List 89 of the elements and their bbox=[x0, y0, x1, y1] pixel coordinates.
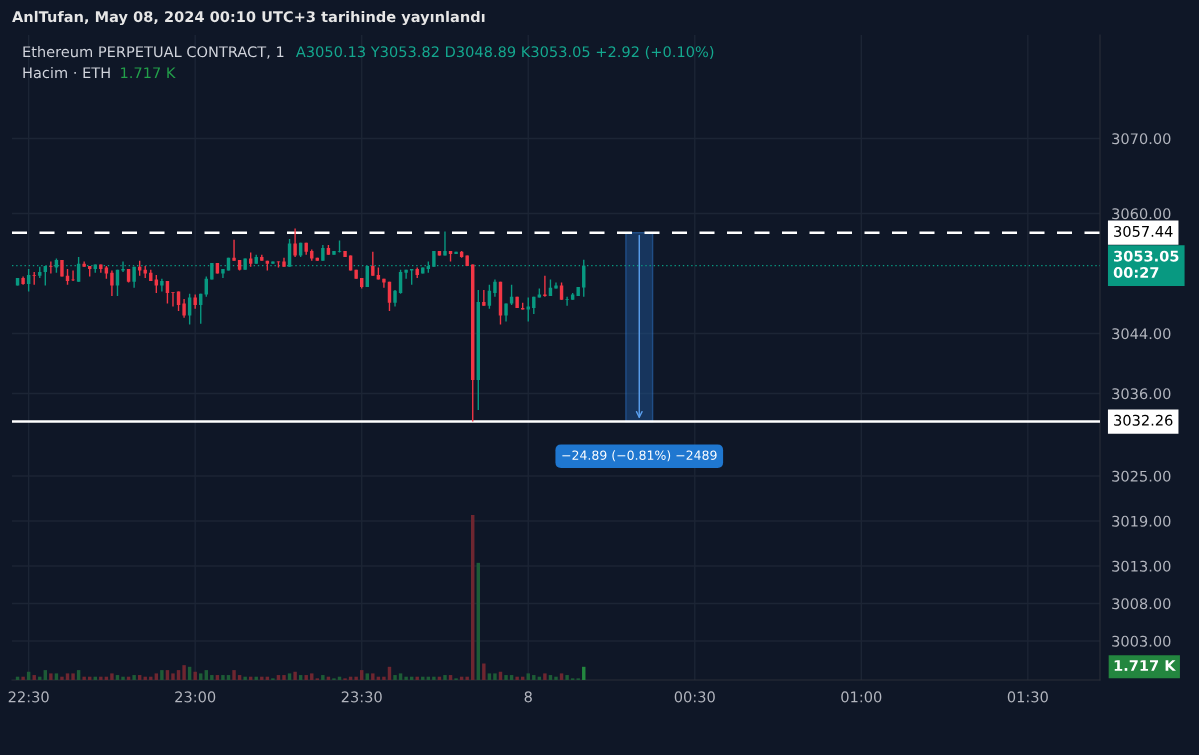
x-tick-label: 01:30 bbox=[1007, 691, 1048, 703]
bar bbox=[154, 673, 159, 680]
bar bbox=[404, 676, 408, 680]
text: 1.717 K bbox=[121, 67, 176, 79]
candlestick bbox=[404, 269, 408, 280]
bar bbox=[65, 673, 70, 680]
bar bbox=[559, 673, 564, 680]
bar bbox=[371, 673, 375, 680]
bar bbox=[82, 676, 86, 680]
bar bbox=[160, 670, 164, 680]
bar bbox=[49, 673, 53, 680]
ref-line-label: 3057.44 bbox=[1114, 225, 1173, 237]
y-tick-label: 3003.00 bbox=[1112, 635, 1171, 647]
bar bbox=[504, 675, 508, 680]
bar bbox=[232, 670, 236, 680]
bar bbox=[110, 673, 114, 680]
bar bbox=[393, 675, 397, 680]
candlestick bbox=[509, 284, 514, 306]
x-tick-label: 23:00 bbox=[175, 691, 216, 703]
bar bbox=[526, 673, 530, 680]
bar bbox=[32, 675, 36, 680]
bar bbox=[487, 673, 492, 680]
candlestick bbox=[443, 230, 447, 257]
bar bbox=[132, 675, 136, 680]
bar bbox=[60, 676, 64, 680]
bar bbox=[304, 675, 308, 680]
bar bbox=[182, 665, 186, 680]
bar bbox=[398, 673, 403, 680]
candlestick bbox=[482, 289, 486, 307]
bar bbox=[210, 675, 214, 680]
candlestick bbox=[171, 291, 175, 308]
candlestick bbox=[526, 296, 530, 323]
y-tick-label: 3019.00 bbox=[1112, 515, 1171, 527]
y-tick-label: 3025.00 bbox=[1112, 470, 1171, 482]
y-tick-label: 3060.00 bbox=[1112, 208, 1171, 220]
bar bbox=[193, 671, 197, 680]
y-tick-label: 3070.00 bbox=[1112, 133, 1171, 145]
bar bbox=[443, 675, 447, 680]
y-tick-label: 3036.00 bbox=[1112, 388, 1171, 400]
ref-line-label: 3053.05 00:27 bbox=[1113, 250, 1179, 279]
x-tick-label: 23:30 bbox=[341, 691, 382, 703]
text: Ethereum PERPETUAL CONTRACT, 1 bbox=[23, 45, 284, 59]
bar bbox=[432, 676, 436, 680]
bar bbox=[543, 673, 547, 680]
bar bbox=[554, 676, 558, 680]
bar bbox=[243, 676, 247, 680]
bar bbox=[199, 673, 203, 680]
ref-line-label: 3032.26 bbox=[1114, 414, 1173, 426]
bar bbox=[310, 673, 314, 680]
bar bbox=[71, 673, 75, 680]
bar bbox=[282, 675, 286, 680]
bar bbox=[565, 675, 569, 680]
bar bbox=[260, 676, 264, 680]
bar bbox=[54, 673, 59, 680]
x-tick-label: 01:00 bbox=[841, 691, 882, 703]
bar bbox=[171, 673, 175, 680]
candlestick bbox=[110, 269, 114, 297]
candlestick bbox=[232, 239, 236, 262]
bar bbox=[354, 676, 358, 680]
candlestick bbox=[565, 296, 569, 307]
bar bbox=[365, 673, 369, 680]
bar bbox=[382, 676, 386, 680]
bar bbox=[121, 676, 125, 680]
chart-title: Hacim · ETH bbox=[23, 66, 110, 79]
candlestick bbox=[49, 260, 53, 275]
bar bbox=[515, 676, 519, 680]
text: 1.717 K bbox=[1114, 660, 1176, 671]
bar bbox=[321, 675, 325, 680]
bar bbox=[21, 676, 25, 680]
bar bbox=[465, 676, 469, 680]
x-tick-label: 8 bbox=[524, 691, 532, 703]
text: AnlTufan, May 08, 2024 00:10 UTC+3 tarihinde yayınlandı bbox=[12, 10, 485, 26]
y-tick-label: 3044.00 bbox=[1112, 328, 1171, 340]
candlestick bbox=[293, 227, 297, 258]
annotation: −24.89 (−0.81%) −2489 bbox=[562, 450, 717, 462]
bar bbox=[287, 673, 292, 680]
x-tick-label: 22:30 bbox=[8, 691, 49, 703]
candlestick bbox=[371, 251, 375, 277]
annotation: A3050.13 Y3053.82 D3048.89 K3053.05 +2.92 (+0.10%) bbox=[295, 45, 714, 59]
bar bbox=[293, 671, 297, 680]
bar bbox=[532, 675, 536, 680]
bar bbox=[99, 676, 103, 680]
candlestick bbox=[182, 298, 186, 319]
bar bbox=[221, 675, 225, 680]
y-tick-label: 3013.00 bbox=[1112, 560, 1171, 572]
x-tick-label: 00:30 bbox=[674, 691, 715, 703]
bar bbox=[493, 673, 497, 680]
y-tick-label: 3008.00 bbox=[1112, 598, 1171, 610]
bar bbox=[482, 663, 486, 680]
